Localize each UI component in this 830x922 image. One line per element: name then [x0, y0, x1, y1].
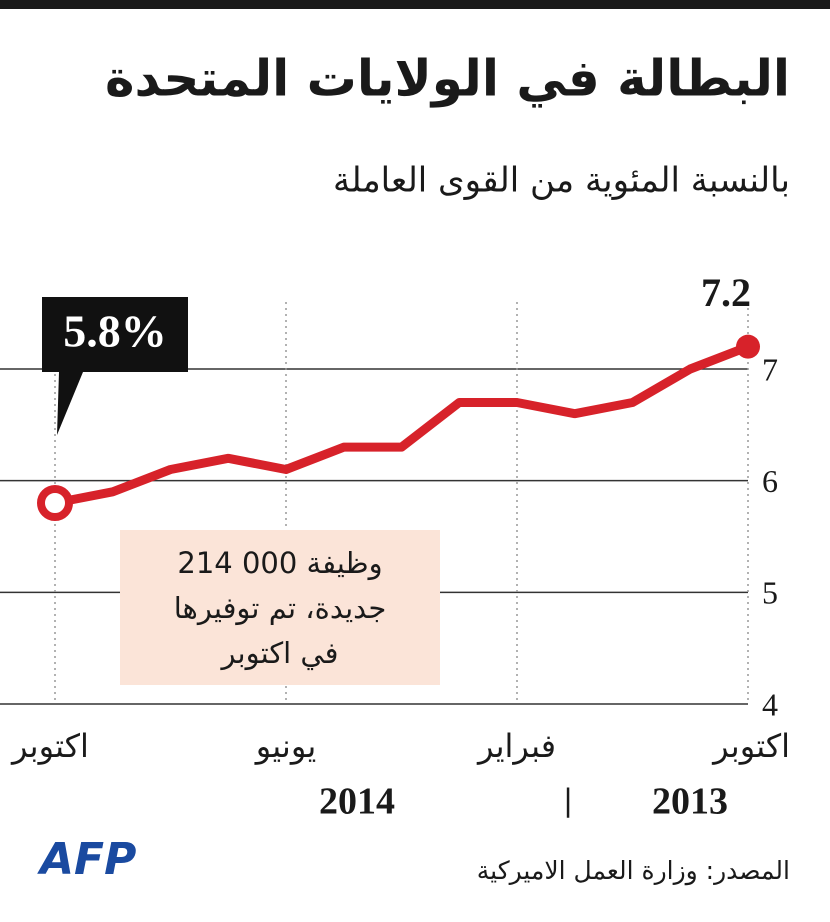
- year-separator: |: [563, 784, 573, 819]
- y-tick-label: 6: [762, 463, 778, 499]
- x-tick-label: اكتوبر: [711, 727, 790, 765]
- line: [54, 342, 750, 508]
- value-label: 7.2: [701, 270, 751, 315]
- year-label: 2014: [319, 781, 395, 823]
- x-tick-label: يونيو: [254, 727, 317, 765]
- annotation-text: 214 000 وظيفة: [177, 546, 382, 580]
- y-tick-label: 7: [762, 351, 778, 387]
- annotation-box: [120, 530, 440, 685]
- chart-subtitle: بالنسبة المئوية من القوى العاملة: [333, 161, 790, 201]
- x-tick-label: فبراير: [476, 727, 556, 765]
- callout: [42, 297, 188, 435]
- annotation-text: جديدة، تم توفيرها: [174, 591, 387, 626]
- end-marker: [736, 334, 760, 359]
- x-tick-label: اكتوبر: [10, 727, 89, 765]
- source: المصدر: وزارة العمل الاميركية: [477, 856, 790, 886]
- annotation-text: في اكتوبر: [220, 636, 339, 671]
- top-bar: [0, 0, 830, 9]
- y-tick-label: 4: [762, 686, 778, 722]
- chart-title: البطالة في الولايات المتحدة: [105, 50, 790, 109]
- y-tick-label: 5: [762, 575, 778, 611]
- year-label: 2013: [652, 781, 728, 823]
- value-label: 5.8%: [63, 306, 167, 357]
- logo: AFP: [37, 834, 136, 885]
- end-marker: [37, 485, 73, 521]
